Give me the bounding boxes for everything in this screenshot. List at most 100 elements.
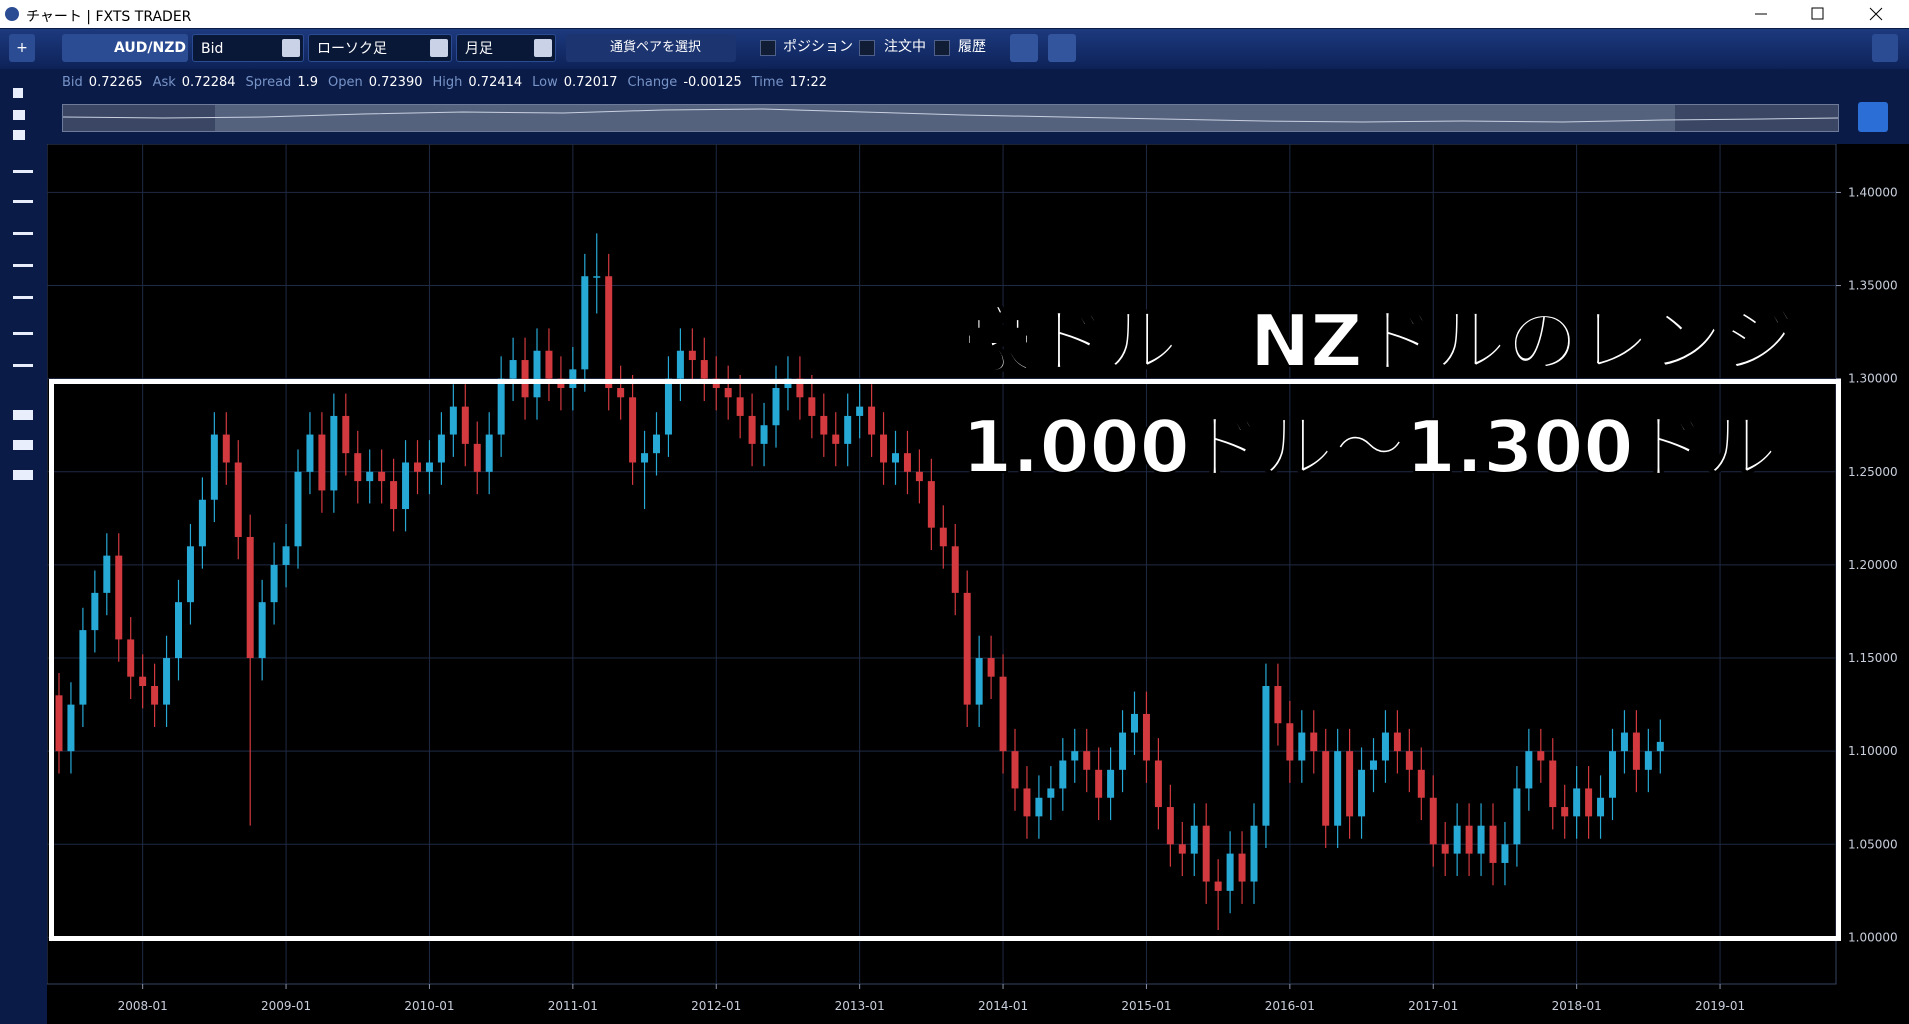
tool-icon[interactable]	[13, 296, 33, 299]
candle-body	[402, 462, 410, 510]
navigator-line	[62, 105, 1839, 131]
tool-icon[interactable]	[13, 332, 33, 335]
checkbox[interactable]	[760, 40, 776, 56]
candle-body	[844, 415, 852, 444]
candle-body	[1023, 788, 1031, 817]
candle-body	[1059, 760, 1067, 789]
y-tick-label: 1.05000	[1848, 837, 1898, 851]
filter-label: ポジション	[783, 39, 853, 55]
x-tick-label: 2012-01	[691, 999, 741, 1013]
title-bar: チャート | FXTS TRADER	[0, 0, 1909, 28]
quote-label: Low	[532, 75, 558, 90]
zoom-button[interactable]	[1858, 102, 1888, 132]
tool-icon[interactable]	[13, 232, 33, 235]
tool-icon[interactable]	[13, 264, 33, 267]
tool-icon[interactable]	[13, 200, 33, 203]
quote-bar: Bid 0.72265 Ask 0.72284 Spread 1.9 Open 0.72390…	[62, 75, 827, 90]
candle-body	[617, 387, 625, 398]
candle-body	[629, 397, 637, 463]
candle-body	[270, 564, 278, 603]
tool-icon[interactable]	[13, 88, 23, 98]
candle-body	[91, 592, 99, 631]
x-tick-label: 2016-01	[1265, 999, 1315, 1013]
x-tick-label: 2013-01	[835, 999, 885, 1013]
icon-button[interactable]	[1872, 34, 1898, 62]
candle-body	[653, 434, 660, 454]
candle-body	[1585, 788, 1593, 817]
x-tick-label: 2009-01	[261, 999, 311, 1013]
tool-icon[interactable]	[13, 410, 33, 420]
tool-icon[interactable]	[13, 170, 33, 173]
candle-body	[1166, 807, 1174, 845]
candle-body	[1417, 769, 1425, 798]
timeframe-select[interactable]: 月足	[456, 34, 556, 62]
candle-body	[676, 350, 684, 379]
candle-body	[1405, 751, 1413, 770]
quote-value: 0.72390	[368, 75, 423, 90]
candle-body	[1477, 825, 1485, 854]
candle-body	[1620, 732, 1628, 752]
tool-icon[interactable]	[13, 440, 33, 450]
candle-body	[1501, 844, 1509, 863]
candle-body	[1262, 685, 1270, 826]
candle-body	[963, 592, 971, 705]
candle-body	[342, 415, 350, 454]
y-tick-label: 1.35000	[1848, 279, 1898, 293]
chart-style-select[interactable]: ローソク足	[308, 34, 452, 62]
quote-label: Time	[751, 75, 784, 90]
x-tick-label: 2019-01	[1695, 999, 1745, 1013]
candle-body	[1609, 751, 1616, 798]
candle-body	[186, 546, 194, 603]
candle-body	[1334, 751, 1342, 826]
checkbox[interactable]	[934, 40, 950, 56]
candle-body	[1190, 825, 1198, 854]
candle-body	[605, 276, 613, 388]
candle-body	[79, 630, 87, 705]
candle-body	[497, 378, 505, 435]
candle-body	[736, 397, 744, 416]
candle-body	[569, 369, 577, 388]
candle-body	[581, 276, 589, 370]
candle-body	[688, 350, 696, 361]
tool-icon[interactable]	[13, 130, 25, 140]
y-tick-label: 1.25000	[1848, 465, 1898, 479]
candle-body	[1393, 732, 1401, 752]
candle-body	[151, 685, 159, 705]
quote-item: Bid 0.72265	[62, 75, 143, 90]
x-tick-label: 2015-01	[1121, 999, 1171, 1013]
candle-body	[1286, 723, 1294, 761]
x-tick-label: 2008-01	[118, 999, 168, 1013]
tool-icon[interactable]	[13, 364, 33, 367]
quote-item: Ask 0.72284	[153, 75, 236, 90]
icon-button[interactable]	[1010, 34, 1038, 62]
quote-item: High 0.72414	[433, 75, 523, 90]
candle-body	[306, 434, 314, 472]
icon-button[interactable]	[1048, 34, 1076, 62]
y-tick-label: 1.00000	[1848, 930, 1898, 944]
navigator[interactable]	[62, 104, 1839, 132]
candle-body	[1226, 853, 1234, 891]
quote-item: Spread 1.9	[246, 75, 318, 90]
candle-body	[1489, 825, 1497, 863]
checkbox[interactable]	[859, 40, 875, 56]
candle-body	[1441, 844, 1449, 854]
candle-body	[67, 704, 75, 752]
candle-body	[1310, 732, 1318, 752]
candle-body	[808, 397, 816, 416]
pair-button[interactable]: 通貨ペアを選択	[566, 34, 736, 62]
candle-body	[318, 434, 326, 491]
symbol-button[interactable]: AUD/NZD	[62, 34, 188, 62]
candle-body	[1525, 751, 1533, 789]
price-type-select[interactable]: Bid	[192, 34, 304, 62]
candle-body	[1083, 751, 1091, 770]
candle-body	[246, 536, 254, 659]
candle-body	[724, 387, 732, 398]
tool-icon[interactable]	[13, 110, 25, 120]
candle-body	[1274, 685, 1282, 724]
candle-body	[975, 658, 983, 705]
candle-body	[55, 695, 63, 752]
candle-body	[999, 676, 1007, 752]
add-button[interactable]: +	[9, 34, 35, 62]
tool-icon[interactable]	[13, 470, 33, 480]
